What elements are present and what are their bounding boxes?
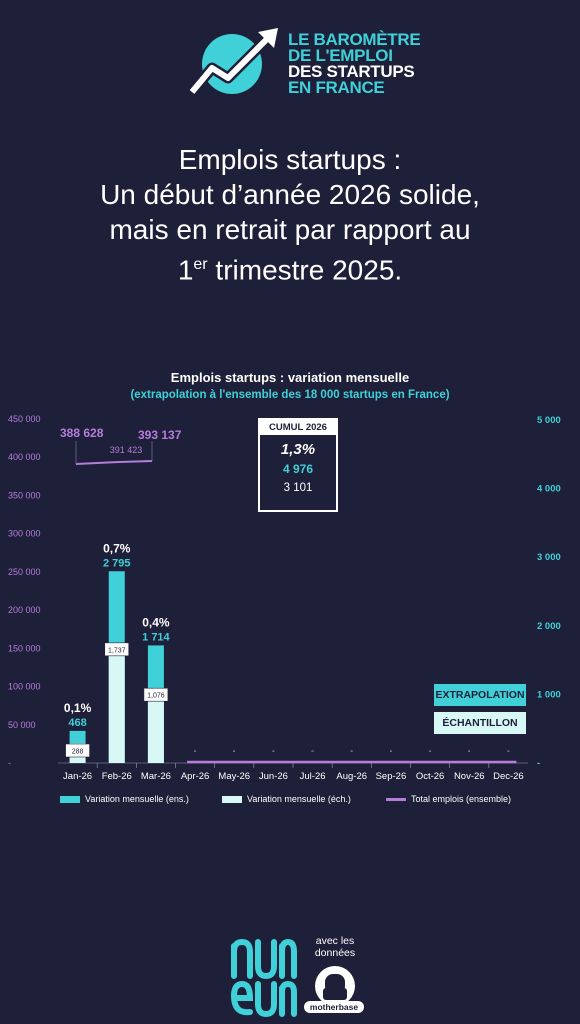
logo-line-3: DES STARTUPS (288, 62, 415, 81)
logo-wordmark: LE BAROMÈTRE DE L'EMPLOI DES STARTUPS EN… (288, 30, 421, 97)
pct-data-label: 0,1% (64, 701, 92, 715)
left-axis-tick: 300 000 (8, 529, 41, 539)
empty-month-marker: ▫ (194, 749, 196, 755)
empty-month-marker: ▫ (390, 749, 392, 755)
echantillon-tag: ÉCHANTILLON (434, 712, 526, 734)
partner-caption-line-2: données (314, 947, 356, 959)
right-axis-tick: 5 000 (537, 415, 561, 426)
empty-month-marker: ▫ (468, 749, 470, 755)
echantillon-label-box (65, 743, 90, 758)
chart-plot: - 50 000 100 000 150 000 200 000 250 000 300 0… (8, 414, 561, 782)
legend-swatch-ens (60, 795, 80, 803)
x-axis-tick: Apr-26 (181, 771, 210, 782)
right-axis-tick: 3 000 (537, 552, 561, 563)
left-axis-tick: 350 000 (8, 490, 41, 500)
chart-subtitle: (extrapolation à l'ensemble des 18 000 s… (130, 389, 450, 401)
legend-item-total: Total emplois (ensemble) (386, 794, 511, 804)
left-axis-tick: 250 000 (8, 567, 41, 577)
bar-echantillon (108, 643, 125, 763)
numeum-logo-icon (228, 938, 300, 1018)
x-axis-tick: Jan-26 (63, 771, 92, 782)
headline-line-3: mais en retrait par rapport au (109, 214, 471, 245)
headline-line-4-pre: 1 (177, 254, 194, 286)
logo-line-4: EN FRANCE (288, 78, 385, 97)
bar-echantillon (147, 689, 164, 763)
x-axis-tick: Feb-26 (102, 771, 132, 782)
x-axis-tick: Jul-26 (300, 771, 326, 782)
barometre-logo-icon (187, 24, 288, 100)
logo-line-1: LE BAROMÈTRE (288, 30, 421, 49)
headline-line-4: 1er trimestre 2025. (0, 247, 580, 287)
x-axis-tick: May-26 (218, 771, 250, 782)
x-axis-tick: Mar-26 (141, 771, 171, 782)
legend-swatch-total (386, 797, 406, 801)
left-axis-tick: 400 000 (8, 452, 41, 462)
echantillon-data-label: 288 (72, 749, 84, 756)
cumul-echantillon: 3 101 (283, 482, 313, 494)
legend-label-total: Total emplois (ensemble) (411, 794, 512, 804)
extrapolation-tag: EXTRAPOLATION (434, 684, 526, 706)
echantillon-data-label: 1,737 (108, 647, 126, 654)
left-axis-tick: - (8, 758, 11, 768)
cumul-extrapolation: 4 976 (282, 462, 314, 476)
left-axis-tick: 450 000 (8, 414, 41, 424)
chart-title: Emplois startups : variation mensuelle (170, 370, 410, 385)
legend-label-ech: Variation mensuelle (éch.) (247, 794, 351, 804)
legend-label-ens: Variation mensuelle (ens.) (85, 794, 189, 804)
total-emplois-line (75, 459, 153, 465)
left-axis-tick: 100 000 (8, 682, 41, 692)
total-data-label: 391 423 (110, 445, 143, 455)
empty-month-marker: ▫ (351, 749, 353, 755)
empty-month-marker: ▫ (233, 749, 235, 755)
pct-data-label: 0,4% (142, 615, 170, 629)
empty-month-marker: ▫ (429, 749, 431, 755)
headline-line-1: Emplois startups : (178, 144, 402, 175)
right-axis-tick: 4 000 (537, 484, 561, 495)
legend-swatch-ech (222, 795, 242, 803)
x-axis-tick: Dec-26 (493, 771, 524, 782)
x-axis-tick: Nov-26 (454, 771, 485, 782)
echantillon-label-box (143, 687, 169, 702)
logo-line-2: DE L'EMPLOI (288, 46, 393, 65)
extrapolation-data-label: 468 (68, 717, 86, 729)
right-axis-tick: 2 000 (537, 621, 561, 632)
x-axis-tick: Jun-26 (259, 771, 288, 782)
right-axis-tick: 1 000 (537, 689, 561, 700)
extrapolation-data-label: 1 714 (142, 631, 170, 643)
empty-month-marker: ▫ (507, 749, 509, 755)
right-axis-tick: - (537, 758, 540, 769)
x-axis-tick: Aug-26 (336, 771, 367, 782)
motherbase-logo-icon (305, 960, 365, 1012)
left-axis-tick: 150 000 (8, 643, 41, 653)
x-axis-tick: Oct-26 (416, 771, 445, 782)
empty-month-marker: ▫ (272, 749, 274, 755)
cumul-box: CUMUL 2026 1,3% 4 976 3 101 (258, 418, 338, 512)
left-axis-tick: 50 000 (8, 720, 36, 730)
headline-line-2: Un début d’année 2026 solide, (100, 179, 480, 210)
pct-data-label: 0,7% (103, 541, 131, 555)
legend-item-ens: Variation mensuelle (ens.) (60, 794, 189, 804)
empty-month-marker: ▫ (312, 749, 314, 755)
headline-line-4-sup: er (193, 256, 208, 273)
headline-line-4-post: trimestre 2025. (207, 254, 403, 286)
total-data-label: 388 628 (60, 426, 104, 440)
partner-caption: avec les données (310, 935, 360, 959)
partner-caption-line-1: avec les (315, 935, 355, 947)
page-headline: Emplois startups : Un début d’année 2026… (0, 142, 580, 287)
echantillon-label-box (104, 642, 130, 657)
cumul-percentage: 1,3% (280, 441, 316, 458)
legend-item-ech: Variation mensuelle (éch.) (222, 794, 351, 804)
total-data-label: 393 137 (138, 428, 182, 442)
echantillon-data-label: 1,076 (147, 693, 165, 700)
extrapolation-data-label: 2 795 (103, 557, 131, 569)
motherbase-label: motherbase (304, 1001, 364, 1013)
x-axis-tick: Sep-26 (376, 771, 407, 782)
cumul-title: CUMUL 2026 (260, 420, 336, 435)
left-axis-tick: 200 000 (8, 605, 41, 615)
